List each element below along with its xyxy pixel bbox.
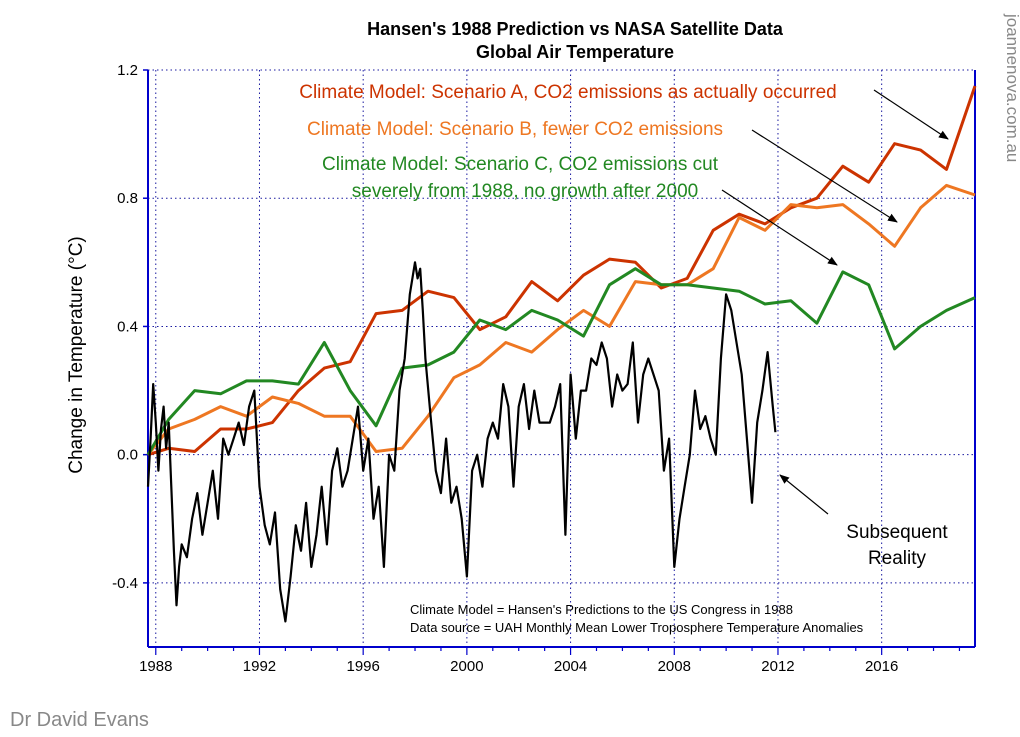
x-tick-label-5: 2008 [658,658,691,675]
x-tick-label-0: 1988 [139,658,172,675]
arrow-reality [779,474,829,515]
chart-title: Hansen's 1988 Prediction vs NASA Satelli… [367,19,784,39]
arrow-scenario-b [751,129,898,223]
site-credit: joannenova.com.au [1003,13,1020,162]
scenario-b-label: Climate Model: Scenario B, fewer CO2 emi… [307,119,723,140]
series-line-2 [146,267,976,456]
x-tick-label-4: 2004 [554,658,587,675]
series-group [146,85,977,623]
scenario-a-label: Climate Model: Scenario A, CO2 emissions… [299,82,837,103]
series-line-0 [147,85,977,457]
x-tick-label-7: 2016 [865,658,898,675]
axis-ticks: -0.4 0.0 0.4 0.8 1.2 1988 1992 1996 2000 2004 2008… [112,62,961,675]
reality-label-line1: Subsequent [846,522,948,543]
chart-subtitle: Global Air Temperature [476,42,674,62]
arrow-scenario-a [873,89,949,140]
reality-label-line2: Reality [868,548,927,569]
grid [147,69,976,648]
series-line-1 [146,183,976,456]
y-tick-label-0: -0.4 [112,575,138,592]
scenario-c-label-line2: severely from 1988, no growth after 2000 [352,181,698,202]
y-axis-label: Change in Temperature (°C) [66,236,87,473]
note-line1: Climate Model = Hansen's Predictions to … [410,602,793,617]
x-tick-label-2: 1996 [346,658,379,675]
x-tick-label-3: 2000 [450,658,483,675]
x-tick-label-6: 2012 [761,658,794,675]
author-credit: Dr David Evans [10,709,149,731]
series-line-3 [146,261,777,623]
y-tick-label-3: 0.8 [117,190,138,207]
y-tick-label-1: 0.0 [117,447,138,464]
arrow-scenario-c [721,189,838,266]
y-tick-label-2: 0.4 [117,318,138,335]
x-tick-label-1: 1992 [243,658,276,675]
note-line2: Data source = UAH Monthly Mean Lower Tro… [410,620,864,635]
scenario-c-label-line1: Climate Model: Scenario C, CO2 emissions… [322,154,719,175]
y-tick-label-4: 1.2 [117,62,138,79]
